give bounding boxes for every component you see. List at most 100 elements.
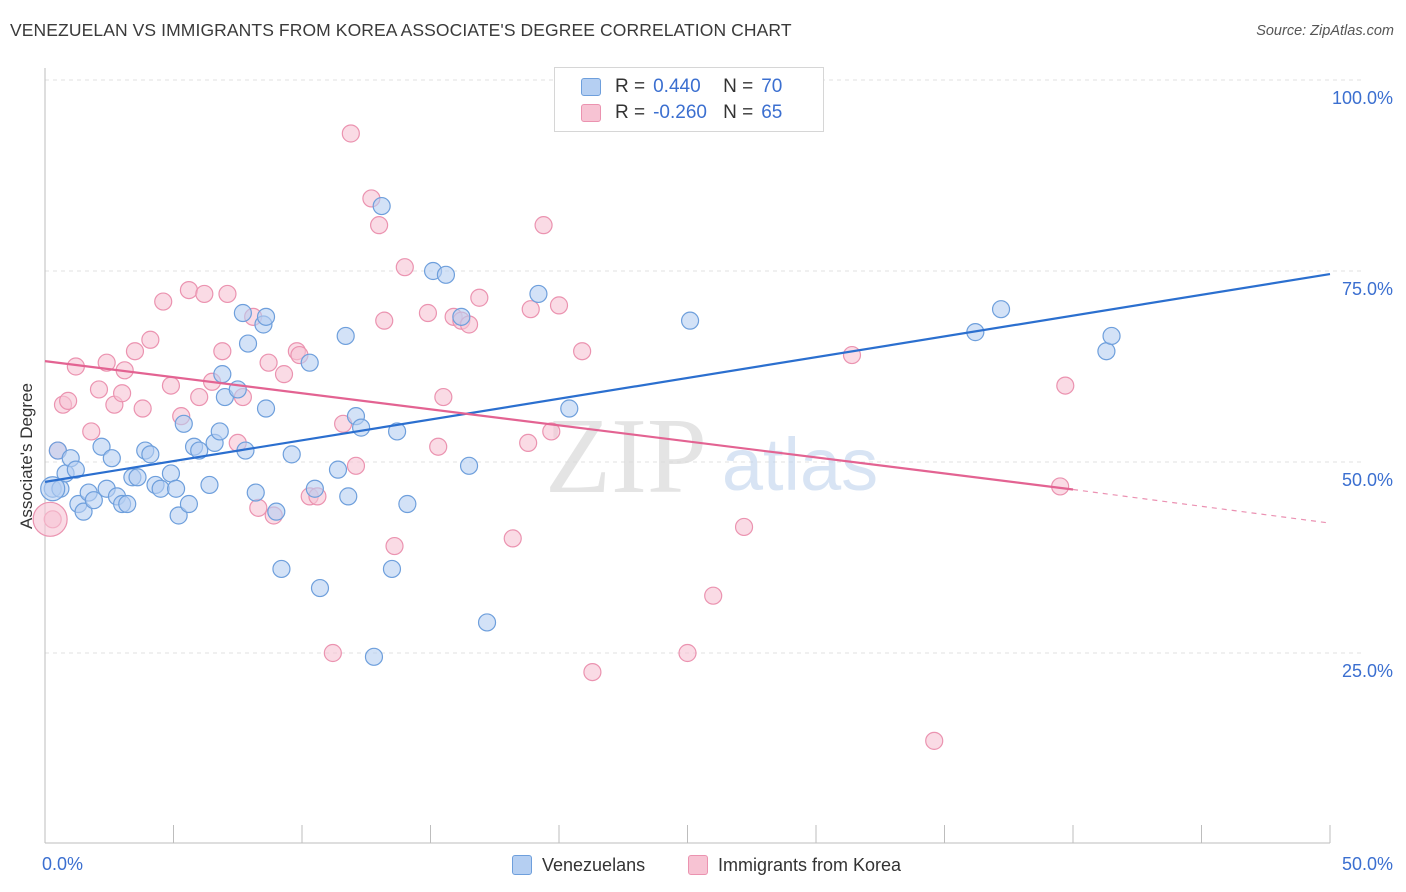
- y-tick-label: 50.0%: [1342, 470, 1393, 490]
- venezuelan-point: [352, 418, 371, 437]
- korea-point: [704, 586, 723, 605]
- korea-point: [213, 342, 232, 361]
- korea-point: [161, 376, 181, 395]
- trend-lines: [44, 272, 1331, 524]
- bottom-legend-swatch-pink: [688, 855, 708, 875]
- y-axis-label: Associate's Degree: [17, 383, 36, 529]
- venezuelan-point: [459, 456, 479, 475]
- korea-point: [218, 284, 237, 304]
- gridlines: [45, 79, 1365, 654]
- venezuelan-point: [991, 300, 1011, 319]
- legend-r-value: 0.440: [653, 76, 701, 97]
- venezuelan-point: [84, 491, 103, 510]
- korea-point: [925, 731, 944, 750]
- venezuelan-point: [680, 311, 700, 330]
- y-tick-label: 100.0%: [1332, 88, 1393, 108]
- venezuelan-point: [141, 445, 160, 464]
- venezuelan-point: [336, 326, 355, 346]
- venezuelan-point: [118, 494, 137, 514]
- venezuelan-point: [372, 196, 391, 216]
- korea-point: [82, 422, 101, 441]
- trend-line-korea: [44, 360, 1074, 491]
- korea-point: [434, 387, 453, 407]
- y-tick-label: 25.0%: [1342, 661, 1393, 681]
- korea-point: [542, 422, 561, 441]
- korea-point: [154, 292, 173, 311]
- venezuelan-point: [161, 464, 181, 483]
- venezuelan-point: [74, 502, 93, 521]
- korea-point: [179, 281, 199, 300]
- venezuelan-point: [282, 445, 301, 464]
- venezuelan-point: [66, 460, 85, 479]
- axes: [44, 68, 1331, 844]
- korea-point: [521, 300, 540, 319]
- korea-point: [503, 529, 522, 548]
- venezuelan-point: [398, 494, 417, 514]
- korea-point: [141, 330, 160, 349]
- venezuelan-point: [560, 399, 579, 418]
- venezuelan-point: [272, 559, 291, 579]
- chart-title: VENEZUELAN VS IMMIGRANTS FROM KOREA ASSO…: [10, 20, 792, 40]
- venezuelan-point: [238, 334, 258, 353]
- korea-point-cluster: [32, 501, 68, 537]
- korea-point: [195, 284, 214, 304]
- venezuelan-point: [364, 647, 384, 666]
- venezuelan-point: [300, 353, 319, 372]
- venezuelan-point: [246, 483, 265, 502]
- venezuelan-point: [128, 468, 147, 487]
- korea-point: [573, 342, 592, 361]
- venezuelan-point: [200, 475, 219, 495]
- venezuelan-point: [210, 422, 229, 441]
- korea-point: [470, 288, 489, 307]
- korea-point: [133, 399, 152, 418]
- venezuelan-point: [174, 414, 193, 433]
- korea-point: [346, 456, 366, 475]
- korea-point: [734, 517, 754, 537]
- watermark-atlas: atlas: [722, 423, 878, 506]
- korea-point: [97, 353, 116, 372]
- korea-point: [259, 353, 278, 372]
- legend-swatch-blue: [581, 78, 601, 96]
- tick-labels: 25.0% 50.0% 75.0% 100.0% 0.0% 50.0%: [42, 88, 1393, 874]
- korea-point: [842, 345, 862, 365]
- korea-point: [341, 124, 360, 143]
- venezuelan-point: [477, 613, 497, 632]
- legend-row-venezuelans: R = 0.440 N = 70: [581, 75, 782, 99]
- bottom-legend-korea: Immigrants from Korea: [688, 852, 901, 878]
- korea-point: [249, 498, 268, 517]
- venezuelan-point: [305, 479, 324, 498]
- venezuelan-point: [387, 422, 407, 441]
- korea-point: [190, 387, 209, 407]
- legend-r-value: -0.260: [653, 102, 707, 123]
- legend-n-value: 65: [761, 102, 783, 123]
- source-credit: Source: ZipAtlas.com: [1256, 23, 1394, 39]
- venezuelan-point: [1097, 342, 1116, 361]
- venezuelan-point: [166, 479, 186, 498]
- venezuelan-point: [179, 494, 199, 514]
- venezuelan-point: [256, 399, 276, 418]
- bottom-legend-venezuelans: Venezuelans: [512, 852, 645, 878]
- x-tick-label: 50.0%: [1342, 854, 1393, 874]
- venezuelan-point: [233, 303, 252, 323]
- venezuelan-point: [92, 437, 111, 456]
- venezuelan-point: [529, 284, 548, 304]
- venezuelan-point: [169, 506, 188, 525]
- venezuelan-point: [256, 307, 276, 326]
- venezuelan-point: [267, 502, 286, 521]
- legend-row-korea: R = -0.260 N = 65: [581, 101, 782, 125]
- korea-point: [112, 384, 132, 403]
- bottom-legend-swatch-blue: [512, 855, 532, 875]
- legend-n-value: 70: [761, 76, 783, 97]
- trend-line-venezuelans: [44, 272, 1331, 483]
- korea-point: [418, 303, 438, 323]
- korea-point: [274, 365, 294, 384]
- korea-point: [370, 216, 389, 235]
- legend-swatch-pink: [581, 104, 601, 122]
- venezuelan-point-cluster: [40, 476, 66, 502]
- series-korea-points: [32, 124, 1075, 750]
- venezuelan-point: [328, 460, 348, 479]
- korea-point: [59, 391, 78, 410]
- x-tick-label: 0.0%: [42, 854, 83, 874]
- venezuelan-point: [436, 265, 456, 284]
